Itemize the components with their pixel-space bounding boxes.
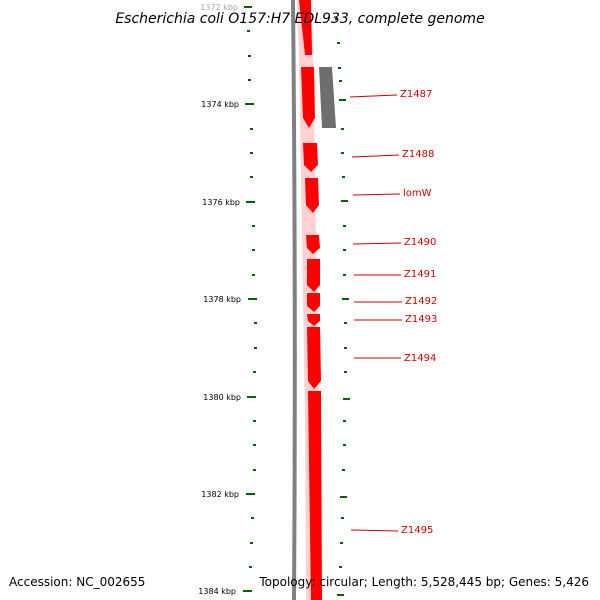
- scale-tick: [250, 176, 253, 178]
- scale-tick-major: [341, 200, 348, 202]
- scale-tick: [344, 322, 347, 324]
- scale-tick-major: [342, 298, 349, 300]
- feature-block-z1486: [301, 67, 315, 128]
- scale-tick-major: [339, 99, 346, 101]
- scale-tick: [342, 469, 345, 471]
- scale-tick: [337, 42, 340, 44]
- scale-tick-major: [343, 398, 350, 400]
- label-line-z1490: [352, 242, 402, 245]
- scale-tick: [343, 225, 346, 227]
- scale-labels: 1372 kbp 1374 kbp 1376 kbp 1378 kbp 1380…: [198, 3, 241, 596]
- scale-ticks-left: [243, 6, 257, 592]
- gene-label-z1491[interactable]: Z1491: [404, 269, 436, 280]
- scale-tick: [250, 152, 253, 154]
- scale-tick: [248, 55, 251, 57]
- scale-label: 1374 kbp: [201, 100, 239, 109]
- scale-ticks-right: [335, 18, 350, 596]
- scale-tick: [249, 566, 252, 568]
- scale-tick: [253, 371, 256, 373]
- gene-label-z1493[interactable]: Z1493: [405, 314, 437, 325]
- feature-block-z1487: [319, 67, 336, 128]
- accession-text: Accession: NC_002655: [9, 575, 145, 589]
- scale-tick: [343, 274, 346, 276]
- gene-label-z1488[interactable]: Z1488: [402, 149, 434, 160]
- scale-tick: [343, 420, 346, 422]
- label-line-z1495: [350, 529, 399, 532]
- gene-label-z1495[interactable]: Z1495: [401, 525, 433, 536]
- scale-tick: [338, 67, 341, 69]
- scale-tick: [340, 542, 343, 544]
- scale-tick: [252, 249, 255, 251]
- label-line-z1487: [349, 94, 398, 98]
- scale-tick: [247, 30, 250, 32]
- gene-labels: Z1487 Z1488 lomW Z1490 Z1491 Z1492 Z1493…: [400, 89, 437, 536]
- scale-tick: [344, 371, 347, 373]
- feature-block-z1488: [303, 143, 318, 172]
- scale-tick: [339, 566, 342, 568]
- scale-tick-major: [245, 103, 254, 105]
- scale-tick-major: [246, 493, 255, 495]
- scale-label: 1384 kbp: [198, 587, 236, 596]
- scale-label: 1382 kbp: [201, 490, 239, 499]
- gene-label-z1492[interactable]: Z1492: [405, 296, 437, 307]
- scale-tick: [251, 517, 254, 519]
- scale-tick-major: [247, 396, 256, 398]
- feature-block-z1490: [306, 235, 320, 254]
- feature-block-start: [299, 0, 312, 55]
- scale-tick: [253, 469, 256, 471]
- scale-tick-major: [340, 496, 347, 498]
- scale-tick: [248, 79, 251, 81]
- scale-label: 1380 kbp: [203, 393, 241, 402]
- scale-label: 1378 kbp: [203, 295, 241, 304]
- gene-label-lomW[interactable]: lomW: [403, 188, 432, 199]
- gene-label-z1490[interactable]: Z1490: [404, 237, 436, 248]
- scale-tick: [343, 249, 346, 251]
- gene-label-z1487[interactable]: Z1487: [400, 89, 432, 100]
- feature-block-end: [308, 391, 322, 600]
- feature-blocks: [299, 0, 336, 600]
- scale-tick: [253, 444, 256, 446]
- scale-tick: [343, 444, 346, 446]
- scale-tick: [254, 322, 257, 324]
- scale-label: 1376 kbp: [202, 198, 240, 207]
- scale-tick-major: [246, 201, 255, 203]
- scale-tick: [252, 225, 255, 227]
- feature-block-z1491: [307, 259, 320, 292]
- scale-tick: [339, 80, 342, 82]
- scale-tick: [342, 176, 345, 178]
- feature-block-lomW: [305, 178, 319, 213]
- feature-block-z1492: [307, 293, 320, 312]
- scale-tick: [250, 128, 253, 130]
- scale-tick-major: [244, 6, 252, 8]
- scale-tick: [250, 542, 253, 544]
- scale-tick: [335, 18, 338, 20]
- scale-tick: [253, 420, 256, 422]
- scale-tick-major: [337, 594, 344, 596]
- scale-tick: [344, 347, 347, 349]
- map-title: Escherichia coli O157:H7 EDL933, complet…: [115, 11, 484, 27]
- scale-tick: [341, 128, 344, 130]
- feature-block-z1494: [307, 327, 321, 389]
- label-line-z1488: [351, 154, 400, 158]
- feature-block-z1493: [307, 314, 320, 326]
- topology-text: Topology: circular; Length: 5,528,445 bp…: [258, 575, 589, 589]
- scale-tick-major: [248, 298, 257, 300]
- scale-label: 1372 kbp: [200, 3, 238, 12]
- scale-tick: [341, 517, 344, 519]
- gene-label-lines: [349, 94, 402, 532]
- scale-tick: [252, 274, 255, 276]
- label-line-lomW: [352, 193, 401, 196]
- scale-tick-major: [243, 590, 252, 592]
- backbone-arc: [291, 0, 297, 600]
- scale-tick: [254, 347, 257, 349]
- scale-tick: [341, 152, 344, 154]
- gene-label-z1494[interactable]: Z1494: [404, 353, 436, 364]
